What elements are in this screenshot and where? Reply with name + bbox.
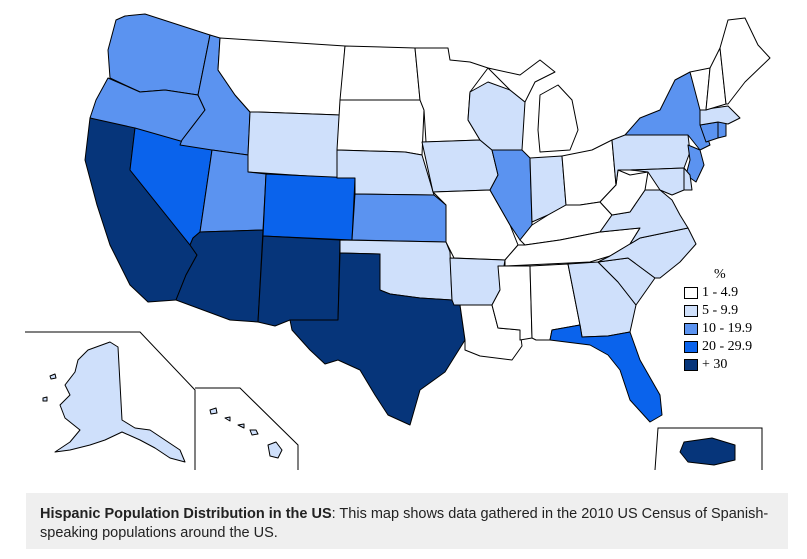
legend-item: + 30 xyxy=(684,356,794,374)
legend-swatch xyxy=(684,287,698,299)
state-nj xyxy=(685,144,705,183)
map-caption: Hispanic Population Distribution in the … xyxy=(26,493,788,549)
state-wy xyxy=(247,111,341,179)
state-fl xyxy=(549,324,663,423)
caption-text: : This map shows data gathered in the 20… xyxy=(40,506,769,541)
legend-item: 20 - 29.9 xyxy=(684,338,794,356)
state-tx xyxy=(289,252,466,426)
legend-label: 1 - 4.9 xyxy=(702,285,739,300)
territory-pr xyxy=(679,437,736,466)
us-map-svg xyxy=(25,13,771,471)
state-wv xyxy=(599,169,649,216)
state-nd xyxy=(339,45,421,101)
puerto-rico-inset-frame xyxy=(654,427,763,471)
state-ma xyxy=(699,105,741,126)
alaska-island-1 xyxy=(49,373,57,380)
legend-item: 5 - 9.9 xyxy=(684,302,794,320)
state-ak xyxy=(54,341,186,463)
state-me xyxy=(719,17,771,105)
legend-swatch xyxy=(684,323,698,335)
state-ri xyxy=(717,121,727,139)
state-wa xyxy=(107,13,211,96)
legend-swatch xyxy=(684,341,698,353)
state-md xyxy=(629,167,685,196)
legend-swatch xyxy=(684,305,698,317)
alaska-island-2 xyxy=(42,396,48,402)
legend-swatch xyxy=(684,359,698,371)
state-il xyxy=(489,149,533,241)
state-ia xyxy=(421,139,499,193)
us-map: % 1 - 4.9 5 - 9.9 10 - 19.9 20 - 29.9 + … xyxy=(25,13,794,471)
map-legend: % 1 - 4.9 5 - 9.9 10 - 19.9 20 - 29.9 + … xyxy=(684,266,794,374)
legend-label: 5 - 9.9 xyxy=(702,303,739,318)
caption-title: Hispanic Population Distribution in the … xyxy=(40,506,332,522)
state-mi xyxy=(487,59,579,153)
legend-item: 10 - 19.9 xyxy=(684,320,794,338)
alaska-inset-frame xyxy=(25,331,196,470)
state-ks xyxy=(351,193,447,243)
hawaii-inset-frame xyxy=(195,387,299,470)
legend-title: % xyxy=(714,267,726,282)
legend-label: 20 - 29.9 xyxy=(702,339,753,354)
state-sd xyxy=(336,99,425,156)
legend-label: + 30 xyxy=(702,357,728,372)
state-nm xyxy=(257,235,341,327)
legend-item: 1 - 4.9 xyxy=(684,284,794,302)
state-co xyxy=(262,173,356,241)
legend-label: 10 - 19.9 xyxy=(702,321,753,336)
state-hi xyxy=(209,407,283,459)
